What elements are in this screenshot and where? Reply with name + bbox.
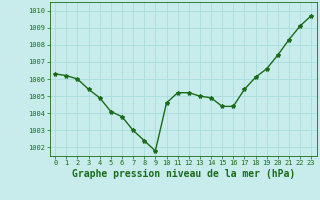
X-axis label: Graphe pression niveau de la mer (hPa): Graphe pression niveau de la mer (hPa) <box>72 169 295 179</box>
